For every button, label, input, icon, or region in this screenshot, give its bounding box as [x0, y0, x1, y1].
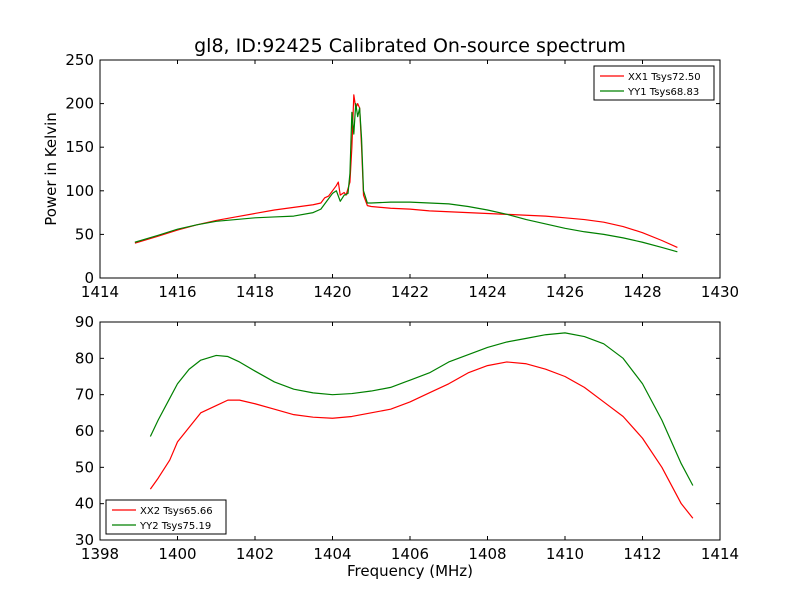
top-plot: 1414 1416 1418 1420 1422 1424 1426 1428 1430 0 50 1…	[42, 51, 739, 301]
x-tick-label: 1422	[391, 283, 429, 301]
x-tick-label: 1412	[623, 545, 661, 563]
y-tick-label: 150	[65, 138, 94, 156]
x-tick-label: 1410	[546, 545, 584, 563]
series-line-1	[134, 94, 678, 249]
x-tick-label: 1414	[701, 545, 739, 563]
legend: XX1 Tsys72.50 YY1 Tsys68.83	[593, 65, 715, 101]
y-tick-label: 250	[65, 51, 94, 69]
x-tick-label: 1418	[236, 283, 274, 301]
x-tick-label: 1430	[701, 283, 739, 301]
legend-label: XX2 Tsys65.66	[140, 506, 213, 517]
y-tick-label: 0	[84, 269, 94, 287]
series-line-2	[134, 103, 678, 253]
legend-label: YY2 Tsys75.19	[139, 521, 211, 532]
legend: XX2 Tsys65.66 YY2 Tsys75.19	[105, 499, 227, 535]
series-line-1	[149, 361, 694, 519]
x-tick-label: 1426	[546, 283, 584, 301]
y-tick-label: 60	[75, 422, 94, 440]
y-tick-label: 200	[65, 95, 94, 113]
series-line-2	[149, 332, 694, 486]
y-tick-label: 70	[75, 386, 94, 404]
x-tick-label: 1420	[313, 283, 351, 301]
x-tick-label: 1404	[313, 545, 351, 563]
y-tick-label: 50	[75, 458, 94, 476]
legend-label: XX1 Tsys72.50	[628, 72, 701, 83]
x-tick-label: 1400	[158, 545, 196, 563]
y-tick-label: 50	[75, 225, 94, 243]
legend-box	[105, 499, 227, 535]
y-tick-label: 90	[75, 313, 94, 331]
x-tick-label: 1424	[468, 283, 506, 301]
x-tick-label: 1428	[623, 283, 661, 301]
legend-label: YY1 Tsys68.83	[627, 87, 699, 98]
x-tick-label: 1398	[81, 545, 119, 563]
x-tick-label: 1402	[236, 545, 274, 563]
x-tick-label: 1408	[468, 545, 506, 563]
y-tick-label: 30	[75, 531, 94, 549]
bottom-plot: 1398 1400 1402 1404 1406 1408 1410 1412 1414 30 40…	[75, 313, 739, 563]
y-tick-label: 100	[65, 182, 94, 200]
legend-box	[593, 65, 715, 101]
y-tick-label: 80	[75, 349, 94, 367]
y-tick-label: 40	[75, 495, 94, 513]
x-tick-label: 1414	[81, 283, 119, 301]
y-axis-label: Power in Kelvin	[42, 112, 60, 226]
x-tick-label: 1406	[391, 545, 429, 563]
x-axis-label: Frequency (MHz)	[347, 562, 473, 580]
figure-title: gl8, ID:92425 Calibrated On-source spect…	[194, 35, 626, 57]
x-tick-label: 1416	[158, 283, 196, 301]
